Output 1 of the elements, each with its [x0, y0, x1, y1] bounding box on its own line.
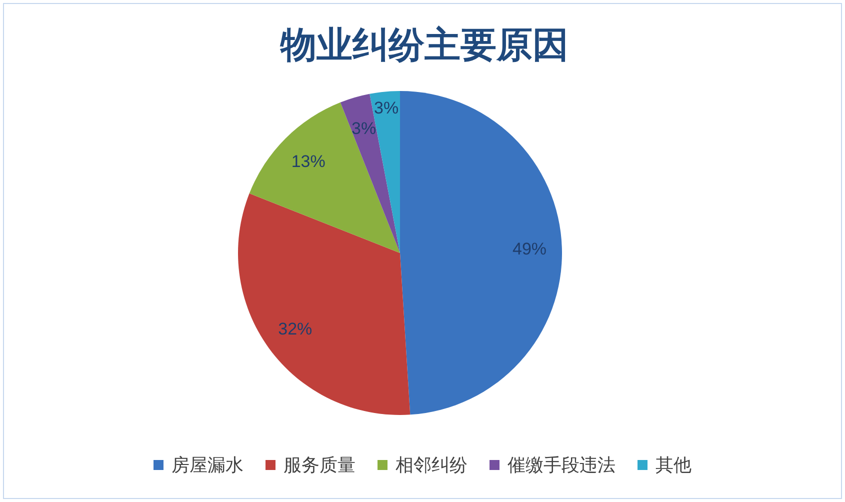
title: 物业纠纷主要原因	[280, 25, 568, 65]
